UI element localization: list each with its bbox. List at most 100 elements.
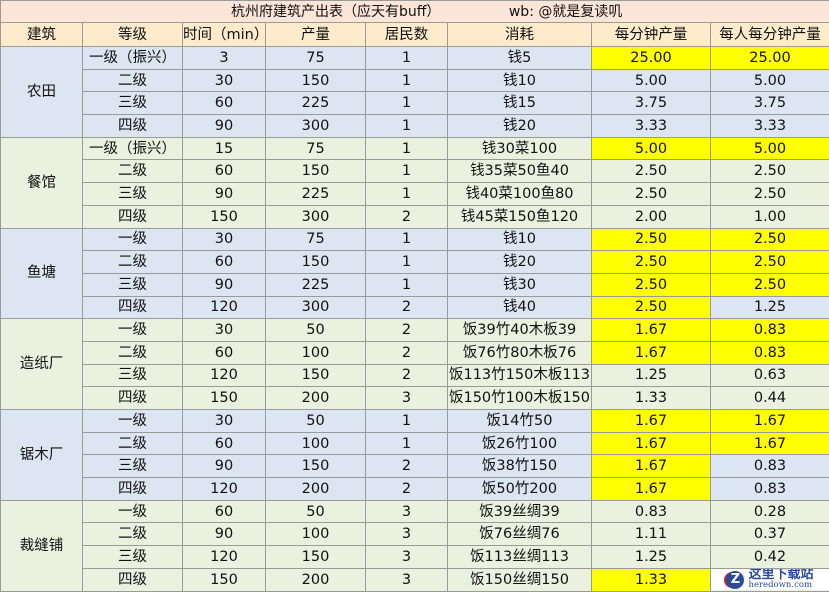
level-cell[interactable]: 二级 xyxy=(83,341,183,364)
per-person-cell[interactable]: 1.67 xyxy=(711,410,829,433)
per-minute-cell[interactable]: 1.11 xyxy=(592,523,711,546)
cost-cell[interactable]: 钱20 xyxy=(448,251,592,274)
residents-cell[interactable]: 1 xyxy=(366,137,448,160)
level-cell[interactable]: 二级 xyxy=(83,160,183,183)
per-minute-cell[interactable]: 1.67 xyxy=(592,341,711,364)
level-cell[interactable]: 一级 xyxy=(83,319,183,342)
per-person-cell[interactable]: 0.28 xyxy=(711,500,829,523)
residents-cell[interactable]: 2 xyxy=(366,455,448,478)
per-minute-cell[interactable]: 2.50 xyxy=(592,251,711,274)
output-cell[interactable]: 150 xyxy=(266,364,366,387)
time-cell[interactable]: 60 xyxy=(183,341,266,364)
time-cell[interactable]: 150 xyxy=(183,387,266,410)
residents-cell[interactable]: 1 xyxy=(366,92,448,115)
level-cell[interactable]: 一级 xyxy=(83,500,183,523)
cost-cell[interactable]: 钱5 xyxy=(448,47,592,70)
cost-cell[interactable]: 钱30 xyxy=(448,273,592,296)
time-cell[interactable]: 30 xyxy=(183,319,266,342)
cost-cell[interactable]: 钱10 xyxy=(448,228,592,251)
per-minute-cell[interactable]: 5.00 xyxy=(592,137,711,160)
level-cell[interactable]: 四级 xyxy=(83,296,183,319)
building-cell[interactable]: 造纸厂 xyxy=(1,319,83,410)
cost-cell[interactable]: 钱20 xyxy=(448,115,592,138)
output-cell[interactable]: 300 xyxy=(266,296,366,319)
output-cell[interactable]: 150 xyxy=(266,546,366,569)
per-minute-cell[interactable]: 25.00 xyxy=(592,47,711,70)
output-cell[interactable]: 300 xyxy=(266,115,366,138)
per-person-cell[interactable]: 3.33 xyxy=(711,115,829,138)
per-minute-cell[interactable]: 2.50 xyxy=(592,273,711,296)
cost-cell[interactable]: 饭38竹150 xyxy=(448,455,592,478)
residents-cell[interactable]: 2 xyxy=(366,478,448,501)
per-minute-cell[interactable]: 1.67 xyxy=(592,455,711,478)
output-cell[interactable]: 225 xyxy=(266,183,366,206)
per-minute-cell[interactable]: 2.50 xyxy=(592,160,711,183)
cost-cell[interactable]: 饭113竹150木板113 xyxy=(448,364,592,387)
residents-cell[interactable]: 1 xyxy=(366,432,448,455)
residents-cell[interactable]: 1 xyxy=(366,160,448,183)
building-cell[interactable]: 裁缝铺 xyxy=(1,500,83,591)
per-person-cell[interactable]: 2.50 xyxy=(711,160,829,183)
residents-cell[interactable]: 1 xyxy=(366,47,448,70)
per-person-cell[interactable]: 1.25 xyxy=(711,296,829,319)
output-cell[interactable]: 100 xyxy=(266,432,366,455)
cost-cell[interactable]: 钱15 xyxy=(448,92,592,115)
per-person-cell[interactable]: 2.50 xyxy=(711,183,829,206)
residents-cell[interactable]: 2 xyxy=(366,205,448,228)
output-cell[interactable]: 150 xyxy=(266,455,366,478)
residents-cell[interactable]: 1 xyxy=(366,410,448,433)
output-cell[interactable]: 75 xyxy=(266,137,366,160)
time-cell[interactable]: 60 xyxy=(183,92,266,115)
per-person-cell[interactable]: 1.00 xyxy=(711,205,829,228)
time-cell[interactable]: 90 xyxy=(183,455,266,478)
output-cell[interactable]: 150 xyxy=(266,251,366,274)
residents-cell[interactable]: 1 xyxy=(366,183,448,206)
header-time[interactable]: 时间（min） xyxy=(183,23,266,47)
building-cell[interactable]: 鱼塘 xyxy=(1,228,83,319)
per-person-cell[interactable]: 3.75 xyxy=(711,92,829,115)
cost-cell[interactable]: 饭26竹100 xyxy=(448,432,592,455)
time-cell[interactable]: 90 xyxy=(183,523,266,546)
header-level[interactable]: 等级 xyxy=(83,23,183,47)
header-per-person-per-minute[interactable]: 每人每分钟产量 xyxy=(711,23,829,47)
residents-cell[interactable]: 2 xyxy=(366,341,448,364)
per-minute-cell[interactable]: 1.67 xyxy=(592,410,711,433)
per-minute-cell[interactable]: 2.50 xyxy=(592,228,711,251)
cost-cell[interactable]: 饭76丝绸76 xyxy=(448,523,592,546)
level-cell[interactable]: 三级 xyxy=(83,364,183,387)
residents-cell[interactable]: 1 xyxy=(366,251,448,274)
cost-cell[interactable]: 钱10 xyxy=(448,69,592,92)
per-minute-cell[interactable]: 0.83 xyxy=(592,500,711,523)
output-cell[interactable]: 50 xyxy=(266,319,366,342)
time-cell[interactable]: 60 xyxy=(183,500,266,523)
cost-cell[interactable]: 钱35菜50鱼40 xyxy=(448,160,592,183)
per-minute-cell[interactable]: 1.67 xyxy=(592,432,711,455)
level-cell[interactable]: 三级 xyxy=(83,546,183,569)
level-cell[interactable]: 二级 xyxy=(83,69,183,92)
level-cell[interactable]: 一级 xyxy=(83,228,183,251)
level-cell[interactable]: 二级 xyxy=(83,523,183,546)
per-person-cell[interactable]: 0.83 xyxy=(711,319,829,342)
residents-cell[interactable]: 3 xyxy=(366,387,448,410)
cost-cell[interactable]: 钱45菜150鱼120 xyxy=(448,205,592,228)
per-person-cell[interactable]: 0.83 xyxy=(711,478,829,501)
residents-cell[interactable]: 2 xyxy=(366,296,448,319)
per-person-cell[interactable]: 0.44 xyxy=(711,387,829,410)
per-person-cell[interactable]: 0.83 xyxy=(711,341,829,364)
level-cell[interactable]: 四级 xyxy=(83,205,183,228)
cost-cell[interactable]: 钱40 xyxy=(448,296,592,319)
building-cell[interactable]: 锯木厂 xyxy=(1,410,83,501)
cost-cell[interactable]: 饭39丝绸39 xyxy=(448,500,592,523)
building-cell[interactable]: 餐馆 xyxy=(1,137,83,228)
time-cell[interactable]: 90 xyxy=(183,115,266,138)
header-cost[interactable]: 消耗 xyxy=(448,23,592,47)
output-cell[interactable]: 300 xyxy=(266,205,366,228)
time-cell[interactable]: 15 xyxy=(183,137,266,160)
per-minute-cell[interactable]: 1.25 xyxy=(592,546,711,569)
level-cell[interactable]: 四级 xyxy=(83,115,183,138)
level-cell[interactable]: 三级 xyxy=(83,183,183,206)
level-cell[interactable]: 三级 xyxy=(83,455,183,478)
residents-cell[interactable]: 3 xyxy=(366,546,448,569)
cost-cell[interactable]: 饭76竹80木板76 xyxy=(448,341,592,364)
per-minute-cell[interactable]: 1.25 xyxy=(592,364,711,387)
